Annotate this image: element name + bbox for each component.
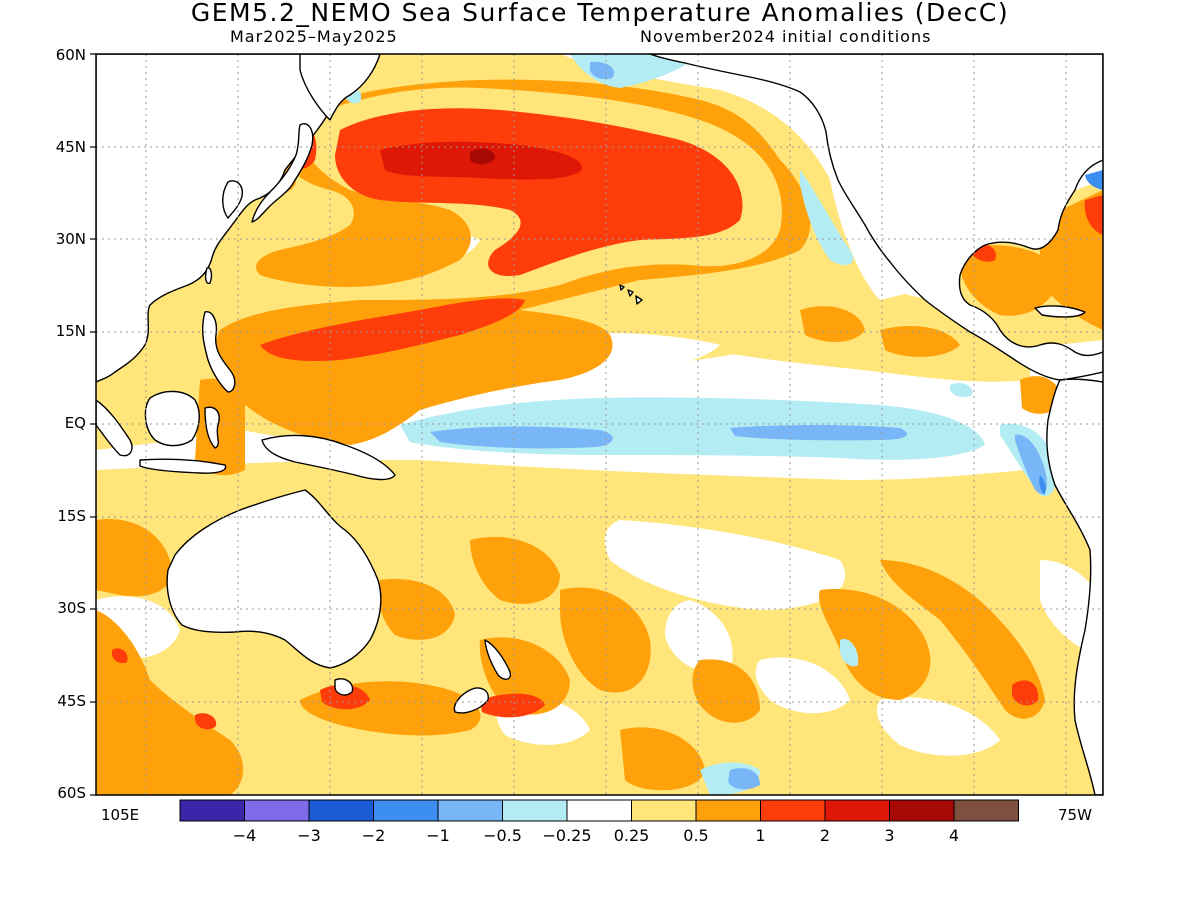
initial-conditions: November2024 initial conditions — [640, 27, 932, 46]
lat-label-60n: 60N — [55, 46, 86, 64]
colorbar-tick-label: −1 — [426, 826, 450, 845]
korea-landmass — [222, 180, 243, 219]
sumatra-landmass — [96, 399, 133, 457]
land-coastlines — [96, 54, 1103, 795]
lat-label-45s: 45S — [57, 692, 86, 710]
lat-label-60s: 60S — [57, 784, 86, 802]
borneo-landmass — [144, 390, 200, 447]
map-title: GEM5.2_NEMO Sea Surface Temperature Anom… — [190, 0, 1010, 27]
lat-label-15s: 15S — [57, 507, 86, 525]
colorbar-tick-label: 2 — [819, 826, 831, 845]
colorbar-tick-label: 4 — [948, 826, 960, 845]
cuba-landmass — [1034, 305, 1086, 318]
australia-landmass — [166, 489, 382, 669]
colorbar-swatch — [953, 799, 1019, 822]
lat-label-30n: 30N — [55, 230, 86, 248]
colorbar-swatch — [179, 799, 245, 822]
tasmania-landmass — [334, 678, 354, 696]
anomaly-band-neg-1 — [1039, 170, 1103, 495]
sulawesi-landmass — [204, 406, 220, 449]
lat-label-15n: 15N — [55, 322, 86, 340]
colorbar-swatch — [631, 799, 697, 822]
lon-label-105e: 105E — [101, 806, 140, 824]
colorbar — [179, 799, 1019, 822]
colorbar-tick-label: −3 — [297, 826, 321, 845]
new-guinea-landmass — [261, 434, 396, 481]
colorbar-swatch — [889, 799, 955, 822]
forecast-period: Mar2025–May2025 — [230, 27, 398, 46]
new-zealand-landmass — [484, 639, 512, 680]
colorbar-swatch — [244, 799, 310, 822]
java-landmass — [139, 458, 227, 474]
colorbar-swatch — [437, 799, 503, 822]
colorbar-swatch — [308, 799, 374, 822]
colorbar-tick-label: −4 — [232, 826, 257, 845]
colorbar-swatch — [760, 799, 826, 822]
colorbar-tick-label: −0.25 — [542, 826, 592, 845]
colorbar-swatch — [824, 799, 890, 822]
taiwan-landmass — [204, 267, 213, 285]
lat-label-eq: EQ — [64, 414, 86, 432]
colorbar-tick-label: −0.5 — [483, 826, 522, 845]
lon-label-75w: 75W — [1058, 806, 1092, 824]
colorbar-tick-label: 3 — [884, 826, 895, 845]
axis-ticks — [90, 53, 96, 796]
colorbar-tick-label: −2 — [361, 826, 386, 845]
colorbar-tick-label: 0.25 — [613, 826, 650, 845]
colorbar-swatch — [373, 799, 439, 822]
lat-label-45n: 45N — [55, 138, 86, 156]
kamchatka-landmass — [299, 54, 381, 121]
anomaly-band-3 — [470, 148, 495, 165]
new-zealand-south-landmass — [453, 687, 489, 714]
hawaii-islands — [619, 284, 643, 305]
colorbar-tick-label: 1 — [755, 826, 766, 845]
colorbar-swatch — [502, 799, 568, 822]
colorbar-swatch — [695, 799, 761, 822]
japan-landmass — [251, 123, 314, 223]
colorbar-tick-label: 0.5 — [683, 826, 709, 845]
anomaly-band-neg-0-5 — [430, 61, 1047, 790]
colorbar-swatch — [566, 799, 632, 822]
lat-label-30s: 30S — [57, 599, 86, 617]
